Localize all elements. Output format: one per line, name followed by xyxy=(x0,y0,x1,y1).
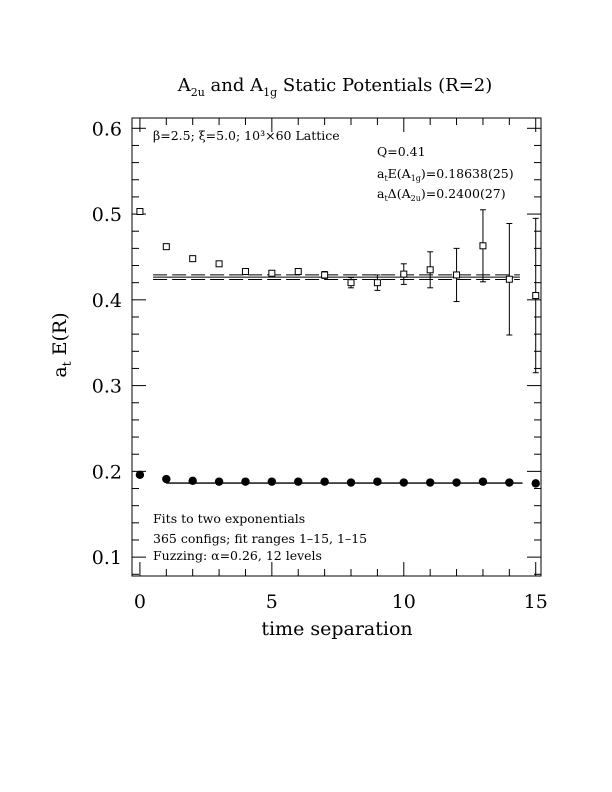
data-point-a1g xyxy=(162,474,171,484)
chart-title: A2u and A1g Static Potentials (R=2) xyxy=(177,75,493,99)
data-point-a2u xyxy=(321,271,329,279)
annotation-energy-a1g: atE(A1g)=0.18638(25) xyxy=(377,166,514,183)
data-point-a1g xyxy=(320,477,329,486)
data-point-a2u xyxy=(241,268,249,276)
data-point-a1g xyxy=(425,478,435,487)
x-axis-label: time separation xyxy=(261,618,412,640)
data-point-a1g xyxy=(241,477,250,486)
annotation-fits: Fits to two exponentials xyxy=(153,511,305,526)
data-point-a2u xyxy=(373,279,381,287)
y-tick-label: 0.3 xyxy=(92,376,122,398)
data-point-a1g xyxy=(478,477,488,486)
data-point-a1g xyxy=(188,476,197,485)
data-point-a2u xyxy=(189,255,197,263)
data-point-a1g xyxy=(267,477,277,486)
plot-frame xyxy=(131,117,542,577)
data-point-a2u xyxy=(400,270,408,278)
data-point-a2u xyxy=(453,271,461,279)
data-point-a2u xyxy=(215,260,223,268)
annotation-gap-a2u: atΔ(A2u)=0.2400(27) xyxy=(377,186,506,203)
data-point-a1g xyxy=(346,478,356,487)
data-point-a2u xyxy=(268,269,276,277)
axis-ticks xyxy=(132,118,541,576)
data-point-a2u xyxy=(532,292,540,300)
x-tick-label: 10 xyxy=(392,591,416,613)
data-point-a1g xyxy=(452,478,461,487)
annotation-lattice: β=2.5; ξ=5.0; 10³×60 Lattice xyxy=(153,128,340,143)
data-point-a1g xyxy=(294,477,303,486)
data-point-a1g xyxy=(373,477,382,486)
data-point-a1g xyxy=(135,470,145,479)
data-points xyxy=(135,207,540,488)
y-tick-label: 0.1 xyxy=(92,547,122,569)
data-point-a2u xyxy=(294,268,302,276)
data-point-a2u xyxy=(479,242,487,250)
data-point-a2u xyxy=(426,266,434,274)
y-tick-label: 0.2 xyxy=(92,461,122,483)
y-tick-label: 0.6 xyxy=(92,118,122,140)
annotation-fuzzing: Fuzzing: α=0.26, 12 levels xyxy=(153,548,322,563)
fit-lines xyxy=(153,274,523,484)
data-point-a2u xyxy=(347,279,355,287)
data-point-a1g xyxy=(531,479,540,488)
y-tick-label: 0.4 xyxy=(92,290,122,312)
error-bars xyxy=(268,209,539,486)
data-point-a2u xyxy=(136,207,144,215)
y-axis-label: at E(R) xyxy=(49,312,74,377)
data-point-a2u xyxy=(505,275,513,283)
x-tick-label: 15 xyxy=(524,591,548,613)
tick-labels: 0 5 10 15 0.1 0.2 0.3 0.4 0.5 0.6 xyxy=(92,118,548,613)
data-point-a2u xyxy=(162,243,170,251)
y-tick-label: 0.5 xyxy=(92,204,122,226)
x-tick-label: 0 xyxy=(134,591,146,613)
data-point-a1g xyxy=(214,477,224,486)
data-point-a1g xyxy=(505,478,514,487)
annotation-q: Q=0.41 xyxy=(377,144,426,159)
x-tick-label: 5 xyxy=(266,591,278,613)
data-point-a1g xyxy=(399,478,408,487)
annotation-configs: 365 configs; fit ranges 1–15, 1–15 xyxy=(153,531,367,546)
